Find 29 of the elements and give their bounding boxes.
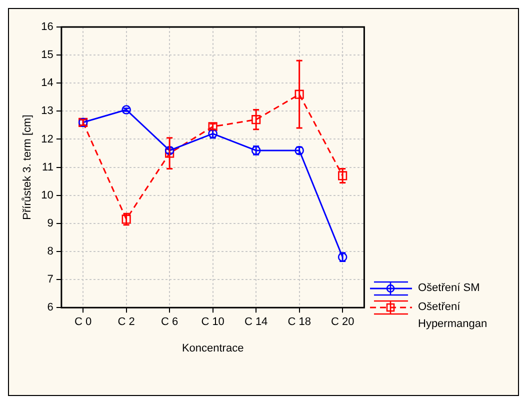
y-tick-label: 9 bbox=[47, 217, 54, 230]
legend-label: Ošetření SM bbox=[418, 281, 481, 296]
x-tick-label: C 18 bbox=[288, 316, 311, 328]
y-axis-title: Přírůstek 3. term [cm] bbox=[22, 114, 34, 220]
x-axis-title: Koncentrace bbox=[182, 342, 244, 354]
legend-label: Ošetření Hypermangan bbox=[418, 300, 488, 332]
point bbox=[122, 105, 131, 114]
x-tick-label: C 10 bbox=[201, 316, 224, 328]
x-tick-label: C 14 bbox=[244, 316, 268, 328]
x-tick-label: C 6 bbox=[161, 316, 178, 328]
point bbox=[338, 171, 348, 180]
point bbox=[252, 115, 261, 124]
y-tick-label: 14 bbox=[41, 77, 54, 90]
x-tick-label: C 2 bbox=[118, 316, 135, 328]
y-tick-label: 7 bbox=[47, 274, 54, 286]
point bbox=[294, 90, 304, 99]
point bbox=[208, 122, 218, 132]
y-tick-label: 12 bbox=[41, 133, 54, 146]
point bbox=[122, 214, 131, 224]
x-tick-label: C 20 bbox=[330, 316, 354, 328]
y-tick-label: 15 bbox=[41, 49, 54, 62]
point bbox=[165, 148, 174, 158]
y-tick-label: 8 bbox=[47, 246, 54, 258]
y-tick-label: 10 bbox=[41, 189, 54, 202]
y-tick-label: 11 bbox=[42, 161, 54, 174]
y-tick-label: 6 bbox=[47, 302, 54, 314]
y-tick-label: 16 bbox=[41, 21, 54, 34]
y-tick-label: 13 bbox=[41, 105, 54, 118]
x-tick-label: C 0 bbox=[74, 316, 92, 328]
